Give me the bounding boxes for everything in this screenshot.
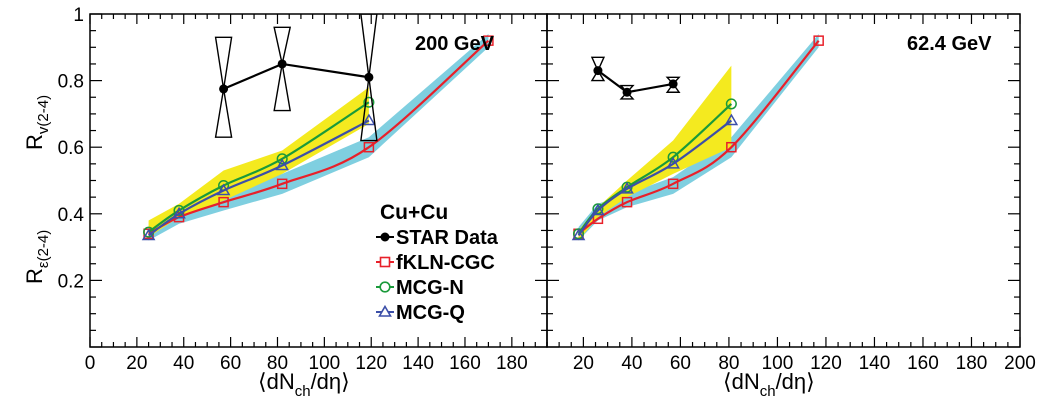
series-line-mcg-q <box>577 119 733 237</box>
point-mcg-q-4 <box>362 113 376 126</box>
legend-entry-fkln: fKLN-CGC <box>376 252 495 274</box>
x-tick-label: 60 <box>670 353 691 374</box>
ylabel-bottom: Rε(2-4) <box>22 230 52 284</box>
series-line-mcg-n <box>147 101 370 234</box>
x-tick-label: 100 <box>309 353 341 374</box>
legend-label-star: STAR Data <box>396 227 499 249</box>
sys-error-lower-0 <box>590 69 606 82</box>
energy-label-200: 200 GeV <box>415 33 495 55</box>
x-tick-label: 80 <box>267 353 288 374</box>
x-tick-label: 160 <box>449 353 481 374</box>
x-tick-label: 100 <box>762 353 794 374</box>
x-tick-label: 120 <box>810 353 842 374</box>
legend-marker-mcgn <box>379 281 391 293</box>
point-mcg-n-3 <box>276 153 288 165</box>
x-tick-label: 160 <box>907 353 939 374</box>
y-tick-label: 0.6 <box>58 138 84 159</box>
sys-error-upper-2 <box>360 14 378 78</box>
legend-entry-mcgn: MCG-N <box>376 277 464 299</box>
sys-error-upper-1 <box>273 26 292 65</box>
point-fkln-cgc-4 <box>726 141 737 153</box>
series-line-mcg-q <box>147 119 370 237</box>
energy-label-62: 62.4 GeV <box>907 33 992 55</box>
x-tick-label: 140 <box>402 353 434 374</box>
point-star-data-0 <box>593 66 603 76</box>
y-tick-label: 0.4 <box>58 205 85 226</box>
x-tick-label: 40 <box>621 353 642 374</box>
xlabel-left: ⟨dNch/dη⟩ <box>258 369 350 400</box>
x-tick-label: 20 <box>573 353 594 374</box>
legend-entry-mcgq: MCG-Q <box>376 302 465 324</box>
point-fkln-cgc-5 <box>483 35 494 46</box>
point-mcg-q-1 <box>591 203 605 216</box>
point-mcg-n-3 <box>667 151 679 163</box>
legend: Cu+Cu STAR Data fKLN-CGC MCG-N MCG-Q <box>376 201 499 324</box>
panel-200gev: 0 20 40 60 80 100 120 140 160 180 0.2 0.4 0.6 0.8 1 <box>58 5 548 374</box>
sys-error-lower-2 <box>360 77 378 142</box>
point-mcg-n-4 <box>363 96 375 108</box>
plot-area <box>571 33 824 241</box>
series-line-fkln-cgc <box>577 39 820 235</box>
x-tick-label: 20 <box>126 353 147 374</box>
panel-62gev: 20 40 60 80 100 120 140 160 180 200 <box>546 13 1036 374</box>
point-mcg-q-3 <box>666 156 680 169</box>
legend-marker-star <box>380 232 390 242</box>
point-fkln-cgc-3 <box>667 178 679 190</box>
point-fkln-cgc-4 <box>363 141 375 153</box>
point-mcg-q-1 <box>172 206 186 219</box>
y-tick-label: 1 <box>73 5 84 26</box>
point-star-data-2 <box>364 72 374 82</box>
x-tick-label: 120 <box>355 353 387 374</box>
point-star-data-1 <box>622 87 632 97</box>
x-tick-label: 60 <box>220 353 241 374</box>
sys-error-lower-0 <box>214 88 233 138</box>
point-fkln-cgc-2 <box>218 196 229 208</box>
legend-label-fkln: fKLN-CGC <box>396 252 495 274</box>
point-star-data-0 <box>219 84 229 94</box>
xlabel-right: ⟨dNch/dη⟩ <box>723 369 815 400</box>
x-tick-label: 40 <box>173 353 194 374</box>
x-tick-label: 200 <box>1004 353 1036 374</box>
point-fkln-cgc-2 <box>621 196 633 208</box>
legend-label-mcgn: MCG-N <box>396 277 464 299</box>
sys-error-upper-0 <box>590 56 606 73</box>
plot-area <box>141 14 494 241</box>
point-mcg-q-3 <box>275 158 289 171</box>
legend-entry-star-data: STAR Data <box>376 227 499 249</box>
point-mcg-q-0 <box>571 228 586 241</box>
plot-frame <box>546 13 1021 348</box>
ylabel-top: Rv(2-4) <box>22 95 52 150</box>
point-star-data-2 <box>668 79 678 89</box>
legend-marker-mcgq <box>378 304 392 317</box>
y-tick-label: 0.2 <box>58 271 84 292</box>
x-tick-label: 0 <box>85 353 96 374</box>
point-mcg-q-2 <box>216 183 231 196</box>
point-mcg-n-4 <box>725 98 737 110</box>
series-line-star-data <box>223 62 370 90</box>
point-fkln-cgc-3 <box>276 178 288 190</box>
x-tick-label: 180 <box>496 353 528 374</box>
point-star-data-1 <box>277 59 287 69</box>
series-line-star-data <box>597 69 674 94</box>
sys-error-lower-2 <box>665 82 681 93</box>
point-mcg-q-0 <box>141 228 156 241</box>
point-mcg-q-2 <box>620 181 634 194</box>
plot-frame <box>89 13 548 348</box>
sys-error-upper-0 <box>214 36 233 90</box>
point-fkln-cgc-5 <box>813 35 824 46</box>
x-tick-label: 180 <box>956 353 988 374</box>
legend-title: Cu+Cu <box>380 201 448 224</box>
y-tick-label: 0.8 <box>58 72 84 93</box>
legend-label-mcgq: MCG-Q <box>396 302 465 324</box>
sys-error-lower-1 <box>273 63 292 112</box>
x-tick-label: 80 <box>718 353 739 374</box>
legend-marker-fkln <box>379 256 391 268</box>
point-mcg-q-4 <box>724 113 739 126</box>
x-tick-label: 140 <box>859 353 891 374</box>
